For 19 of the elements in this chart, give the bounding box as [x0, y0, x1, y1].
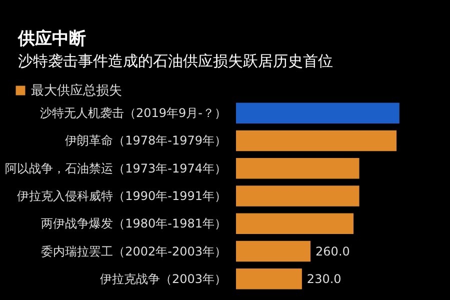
y-tick-label: 沙特无人机袭击（2019年9月-？） [40, 106, 226, 120]
y-tick-label: 两伊战争爆发（1980年-1981年） [41, 216, 226, 231]
y-tick-label: 委内瑞拉罢工（2002年-2003年） [41, 244, 226, 258]
bar [236, 186, 360, 206]
bar [236, 130, 397, 152]
bar [236, 240, 311, 262]
data-label: 230.0 [306, 272, 342, 286]
y-tick-label: 阿以战争，石油禁运（1973年-1974年） [5, 161, 226, 176]
text: 供应中断 [17, 29, 86, 49]
bar [236, 158, 360, 179]
data-label: 260.0 [316, 244, 350, 258]
y-tick-label: 伊朗革命（1978年-1979年） [65, 134, 226, 148]
y-tick-label: 伊拉克入侵科威特（1990年-1991年） [17, 189, 226, 203]
chart-subtitle: 沙特袭击事件造成的石油供应损失跃居历史首位 [18, 52, 333, 70]
bar [236, 268, 302, 290]
legend-label: 最大供应总损失 [31, 82, 122, 98]
bar [236, 102, 400, 124]
bar [236, 213, 354, 234]
y-tick-label: 伊拉克战争（2003年） [100, 272, 226, 286]
